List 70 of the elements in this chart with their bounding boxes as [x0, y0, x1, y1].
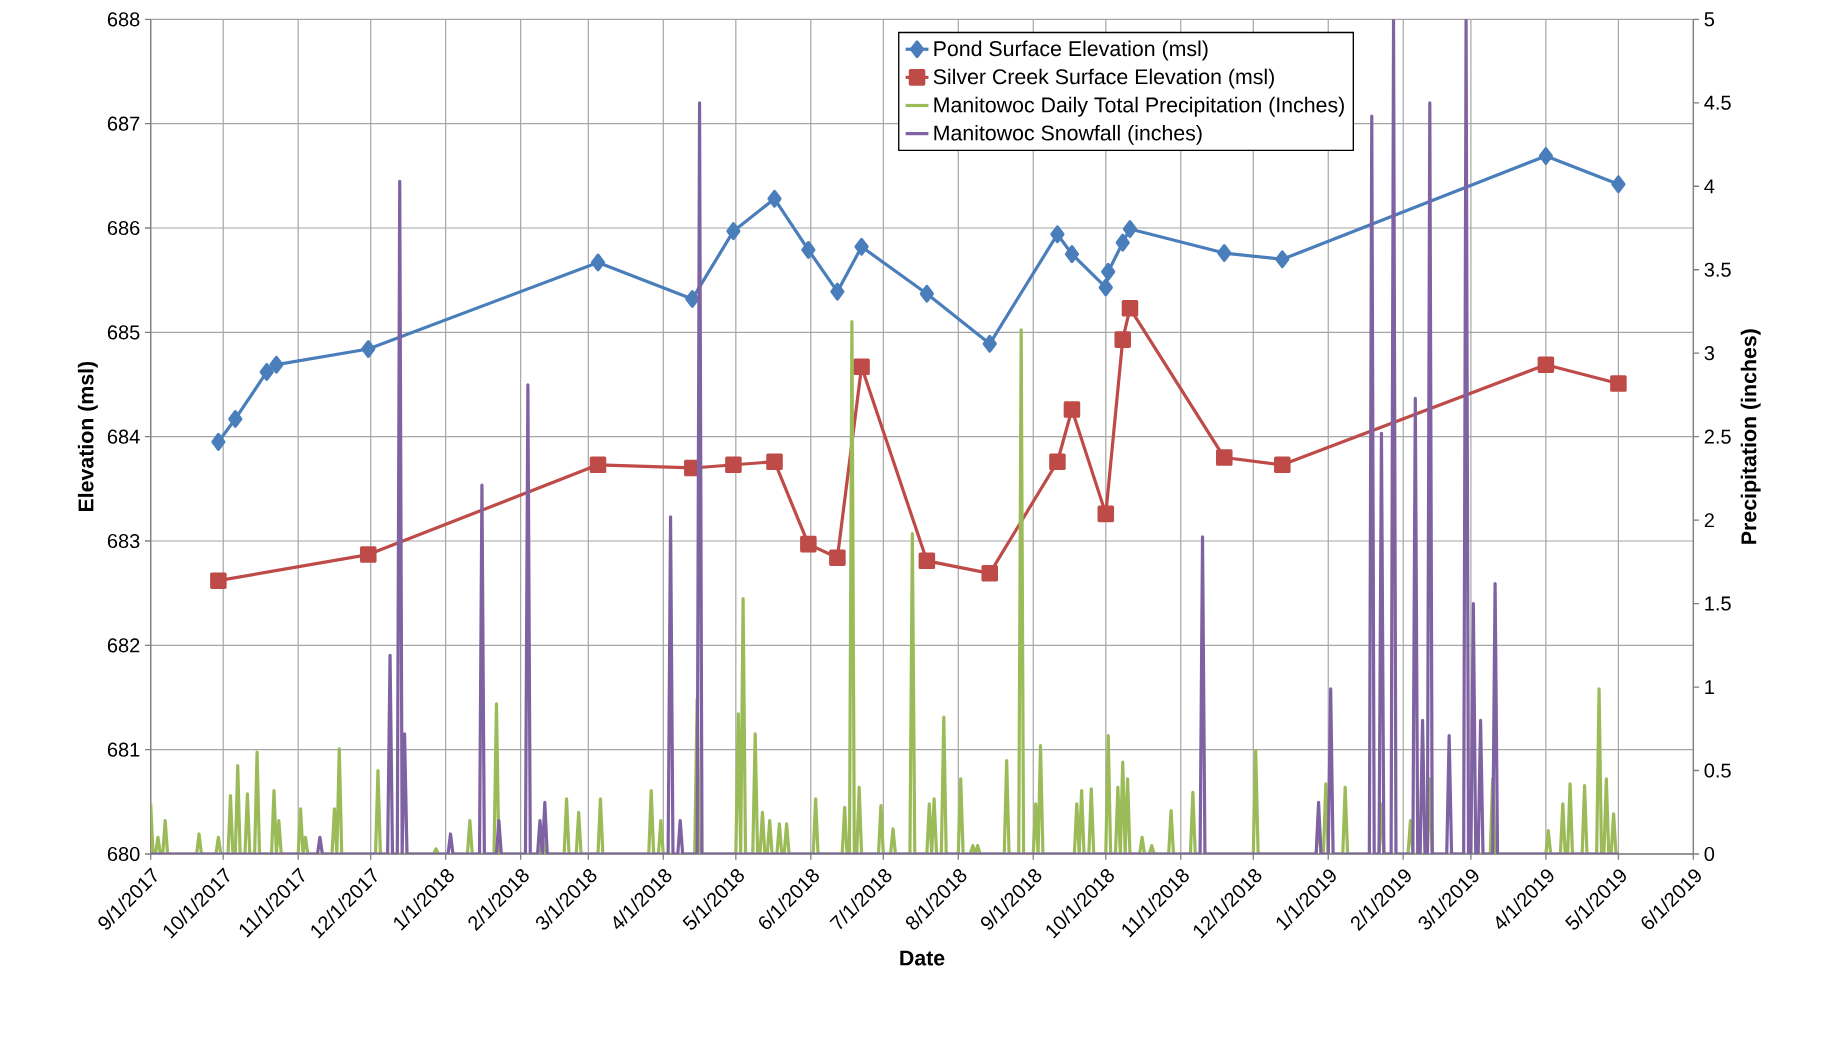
point	[726, 222, 741, 241]
point	[1537, 356, 1555, 373]
point	[1538, 147, 1553, 165]
point	[361, 340, 376, 358]
point	[1115, 233, 1130, 252]
point	[801, 240, 816, 259]
point	[918, 552, 936, 570]
point	[1101, 262, 1116, 281]
point	[982, 334, 997, 353]
point	[228, 410, 243, 428]
y2-tick-label: 0	[1704, 846, 1715, 862]
point	[854, 237, 869, 256]
y2-tick-label: 3	[1704, 346, 1715, 361]
legend-label: Silver Creek Surface Elevation (msl)	[933, 68, 1274, 89]
y-axis-title: Elevation (msl)	[77, 361, 98, 512]
y-tick-label: 680	[107, 846, 140, 862]
point	[1098, 278, 1113, 297]
point	[829, 549, 846, 566]
point	[1049, 453, 1066, 470]
point	[685, 290, 700, 308]
point	[1121, 300, 1139, 317]
y2-tick-label: 1.5	[1705, 596, 1731, 611]
point	[211, 432, 226, 451]
point	[589, 456, 607, 474]
y-tick-label: 682	[107, 638, 140, 653]
point	[1064, 245, 1080, 264]
point	[360, 546, 377, 563]
point	[1050, 225, 1065, 244]
point	[1274, 456, 1291, 474]
legend-label: Manitowoc Snowfall (inches)	[934, 124, 1202, 145]
point	[725, 456, 742, 474]
y-tick-label: 684	[107, 429, 140, 444]
point	[1122, 220, 1138, 238]
y-tick-label: 688	[107, 12, 140, 27]
y2-tick-label: 5	[1704, 12, 1715, 27]
point	[1217, 244, 1232, 262]
point	[1097, 505, 1115, 523]
y2-tick-label: 2.5	[1704, 429, 1731, 444]
y-tick-label: 685	[107, 325, 140, 340]
y2-tick-label: 1	[1705, 680, 1714, 694]
point	[1275, 250, 1290, 269]
y2-axis-title: Precipitation (inches)	[1740, 329, 1761, 544]
point	[830, 282, 845, 301]
point	[766, 453, 783, 470]
point	[800, 535, 817, 553]
y-tick-label: 687	[107, 116, 140, 131]
point	[590, 253, 606, 272]
point	[210, 572, 227, 589]
point	[259, 363, 274, 381]
point	[767, 189, 782, 208]
point	[269, 355, 284, 374]
point	[1216, 449, 1233, 466]
point	[1114, 331, 1131, 348]
point	[1611, 175, 1626, 194]
y2-tick-label: 4	[1704, 179, 1715, 194]
y2-tick-label: 4.5	[1704, 95, 1731, 110]
point	[1063, 401, 1081, 418]
x-axis-title: Date	[900, 950, 945, 966]
y-tick-label: 686	[107, 220, 140, 236]
y2-tick-label: 0.5	[1704, 763, 1731, 778]
y-tick-label: 683	[107, 533, 140, 549]
point	[1610, 375, 1627, 392]
point	[919, 284, 934, 303]
y2-tick-label: 3.5	[1704, 262, 1731, 277]
y2-tick-label: 2	[1704, 513, 1714, 528]
legend-label: Pond Surface Elevation (msl)	[934, 40, 1208, 61]
y-tick-label: 681	[107, 742, 140, 757]
point	[981, 565, 998, 582]
legend-label: Manitowoc Daily Total Precipitation (Inches)	[934, 96, 1344, 117]
point	[853, 358, 870, 376]
